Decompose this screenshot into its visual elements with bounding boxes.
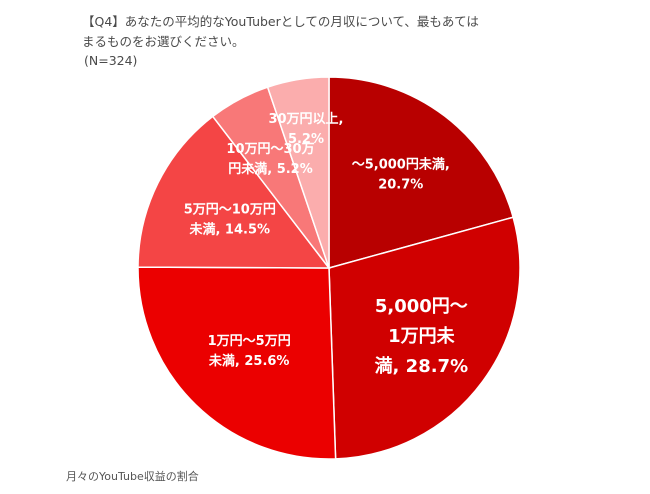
slice-label-5-line-1: 10万円〜30万 (226, 142, 314, 157)
figure-caption: 月々のYouTube収益の割合 (66, 470, 199, 483)
slice-label-6-line-1: 30万円以上, (268, 112, 343, 127)
slice-label-5-line-2: 円未満, 5.2% (228, 161, 313, 177)
slice-label-6-line-2: 5.2% (288, 132, 324, 147)
slice-label-1-line-2: 20.7% (378, 177, 423, 192)
slice-label-5: 10万円〜30万円未満, 5.2% (226, 142, 314, 177)
slice-label-3: 1万円〜5万円未満, 25.6% (208, 334, 291, 369)
slice-label-2: 5,000円〜 1万円未満, 28.7% (375, 296, 469, 377)
question-text: 【Q4】あなたの平均的なYouTuberとしての月収について、最もあては まるも… (82, 12, 562, 52)
sample-size: (N=324) (84, 53, 138, 68)
question-line-2: まるものをお選びください。 (82, 34, 245, 49)
slice-label-3-line-1: 1万円〜5万円 (208, 334, 291, 349)
pie-slice-6 (266, 76, 330, 269)
slice-label-2-line-2: 1万円未 (388, 326, 456, 347)
pie-slice-2 (328, 216, 521, 460)
slice-label-4-line-1: 5万円〜10万円 (184, 202, 276, 217)
slice-label-4-line-2: 未満, 14.5% (188, 221, 270, 237)
slice-label-4: 5万円〜10万円未満, 14.5% (184, 202, 276, 237)
pie-slice-4 (137, 115, 331, 269)
slice-label-2-line-1: 5,000円〜 (375, 296, 468, 317)
slice-label-6: 30万円以上, 5.2% (268, 112, 343, 147)
slice-label-2-line-3: 満, 28.7% (375, 355, 469, 377)
slice-label-1: 〜5,000円未満, 20.7% (352, 156, 450, 192)
slice-label-1-line-1: 〜5,000円未満, (352, 156, 450, 172)
question-line-1: 【Q4】あなたの平均的なYouTuberとしての月収について、最もあては (82, 14, 479, 29)
pie-slice-1 (328, 76, 515, 269)
pie-slice-3 (137, 266, 337, 460)
slice-label-3-line-2: 未満, 25.6% (208, 353, 290, 369)
